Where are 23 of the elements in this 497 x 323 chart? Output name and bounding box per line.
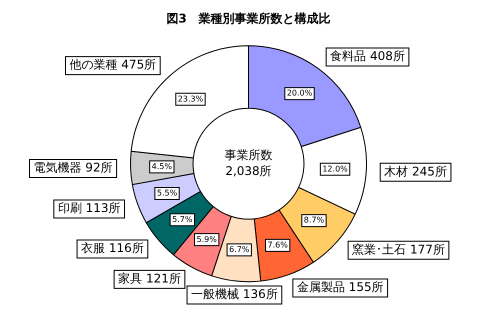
slice-label: 木材 245所 <box>384 164 447 178</box>
data-label: 8.7% <box>304 216 325 225</box>
data-label: 23.3% <box>178 94 204 104</box>
chart-title: 図3 業種別事業所数と構成比 <box>166 11 331 26</box>
slice-label: 電気機器 92所 <box>33 160 113 175</box>
slice-label: 印刷 113所 <box>58 201 121 216</box>
data-label: 12.0% <box>322 164 348 174</box>
slice-label: 金属製品 155所 <box>296 280 384 294</box>
data-label: 5.9% <box>196 234 218 244</box>
data-label: 7.6% <box>267 240 288 250</box>
text: 2,038所 <box>225 164 272 178</box>
text: 事業所数 <box>224 148 272 162</box>
data-label: 5.5% <box>156 188 178 198</box>
slice-label: 衣服 116所 <box>81 241 144 256</box>
slice-label: 他の業種 475所 <box>69 58 156 72</box>
slice-label: 家具 121所 <box>118 271 181 286</box>
data-label: 4.5% <box>152 162 172 171</box>
slice-label: 一般機械 136所 <box>191 287 278 302</box>
slice-label: 窯業･土石 177所 <box>352 242 445 256</box>
data-label: 20.0% <box>286 88 313 98</box>
data-label: 5.7% <box>172 214 193 224</box>
slice-label: 食料品 408所 <box>330 49 405 64</box>
data-label: 6.7% <box>229 245 250 254</box>
